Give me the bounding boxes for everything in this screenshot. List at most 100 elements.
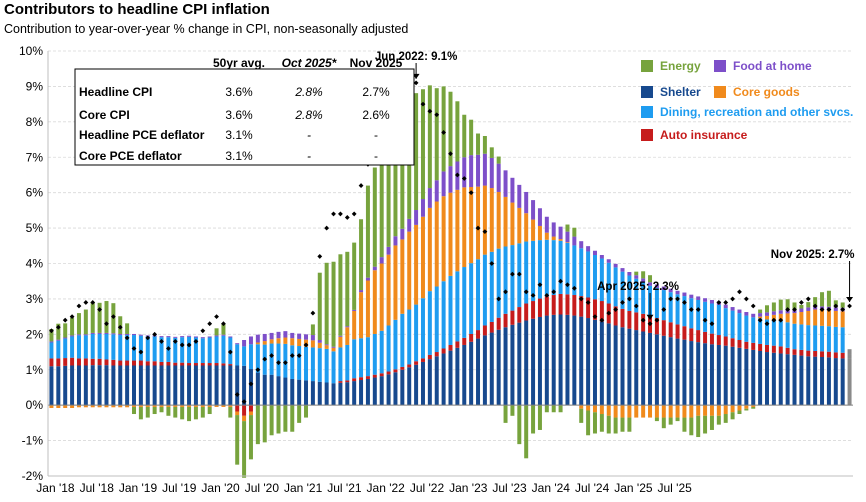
bar-segment	[462, 114, 467, 158]
bar-segment	[269, 339, 274, 344]
bar-segment	[613, 306, 618, 326]
bar-segment	[104, 301, 109, 333]
bar-segment	[613, 267, 618, 307]
annotations: Jun 2022: 9.1% Apr 2025: 2.3% Nov 2025: 2.…	[375, 51, 855, 320]
headline-marker	[709, 321, 715, 327]
bar-segment	[544, 405, 549, 413]
bar-segment	[83, 334, 88, 336]
bar-segment	[262, 405, 267, 443]
bar-segment	[592, 250, 597, 255]
bar-segment	[592, 319, 597, 406]
bar-segment	[379, 376, 384, 406]
bar-segment	[592, 412, 597, 434]
table-cell-oct: 2.8%	[294, 85, 323, 99]
bar-segment	[90, 302, 95, 333]
bar-segment	[173, 336, 178, 338]
headline-marker	[565, 282, 570, 288]
annotation-label: Jun 2022: 9.1%	[375, 51, 457, 63]
bar-segment	[221, 363, 226, 366]
bar-segment	[482, 153, 487, 186]
headline-marker	[110, 314, 116, 320]
bar-segment	[730, 310, 735, 339]
bar-segment	[524, 191, 529, 214]
bar-segment	[703, 301, 708, 332]
bar-segment	[792, 323, 797, 350]
table-cell-nov: 2.6%	[362, 108, 390, 122]
bar-segment	[111, 334, 116, 360]
bar-segment	[599, 414, 604, 432]
bar-segment	[386, 246, 391, 255]
bar-segment	[187, 406, 192, 422]
bar-segment	[248, 411, 253, 416]
bar-segment	[820, 351, 825, 357]
y-tick-label: 2%	[26, 327, 44, 341]
bar-segment	[159, 405, 164, 407]
bar-segment	[290, 332, 295, 339]
bar-segment	[427, 207, 432, 292]
bar-segment	[310, 381, 315, 406]
bar-segment	[200, 405, 205, 407]
y-tick-label: 9%	[26, 79, 44, 93]
headline-marker	[234, 392, 240, 397]
bar-segment	[489, 321, 494, 333]
legend-swatch-core_goods	[714, 86, 726, 98]
headline-marker	[716, 300, 722, 305]
bar-segment	[317, 348, 322, 382]
bar-segment	[716, 335, 721, 345]
headline-marker	[489, 261, 495, 266]
bar-segment	[469, 119, 474, 156]
headline-marker	[117, 324, 123, 330]
bar-segment	[661, 320, 666, 336]
bar-segment	[448, 344, 453, 351]
x-tick-label: Jul '22	[410, 481, 445, 495]
bar-segment	[235, 365, 240, 406]
bar-segment	[661, 417, 666, 429]
bar-segment	[661, 335, 666, 406]
bar-segment	[269, 332, 274, 340]
headline-marker	[172, 339, 178, 344]
headline-marker	[145, 335, 151, 341]
bar-segment	[324, 262, 329, 345]
bar-segment	[517, 405, 522, 445]
bar-segment	[586, 405, 591, 411]
bar-segment	[634, 312, 639, 331]
bar-segment	[297, 379, 302, 406]
bar-segment	[785, 347, 790, 355]
bar-segment	[634, 405, 639, 418]
headline-marker	[324, 225, 330, 231]
bar-segment	[255, 342, 260, 345]
bar-segment	[489, 147, 494, 158]
bar-segment	[813, 356, 818, 406]
bar-segment	[771, 302, 776, 312]
bar-segment	[744, 341, 749, 349]
bar-segment	[221, 324, 226, 335]
bar-segment	[118, 405, 123, 408]
bar-segment	[118, 365, 123, 406]
bar-segment	[324, 345, 329, 349]
headline-marker	[585, 300, 591, 305]
headline-marker	[138, 349, 144, 355]
bar-segment	[840, 358, 845, 406]
bar-segment	[338, 382, 343, 406]
bar-segment	[558, 240, 563, 294]
bar-segment	[737, 340, 742, 348]
bar-segment	[414, 210, 419, 225]
bar-segment	[132, 365, 136, 406]
bar-segment	[159, 361, 164, 366]
bar-segment	[324, 344, 329, 346]
headline-marker	[186, 342, 192, 348]
bar-segment	[558, 405, 563, 413]
bar-segment	[83, 405, 88, 408]
bar-segment	[620, 308, 625, 328]
bar-segment	[76, 334, 81, 336]
bar-segment	[180, 406, 185, 420]
bar-segment	[63, 337, 68, 339]
bar-segment	[709, 333, 714, 345]
headline-marker	[723, 300, 729, 305]
headline-marker	[757, 317, 763, 323]
bar-segment	[654, 318, 659, 335]
bar-segment	[180, 337, 185, 363]
bar-segment	[83, 365, 88, 406]
bar-segment	[599, 258, 604, 302]
bar-segment	[276, 331, 281, 339]
